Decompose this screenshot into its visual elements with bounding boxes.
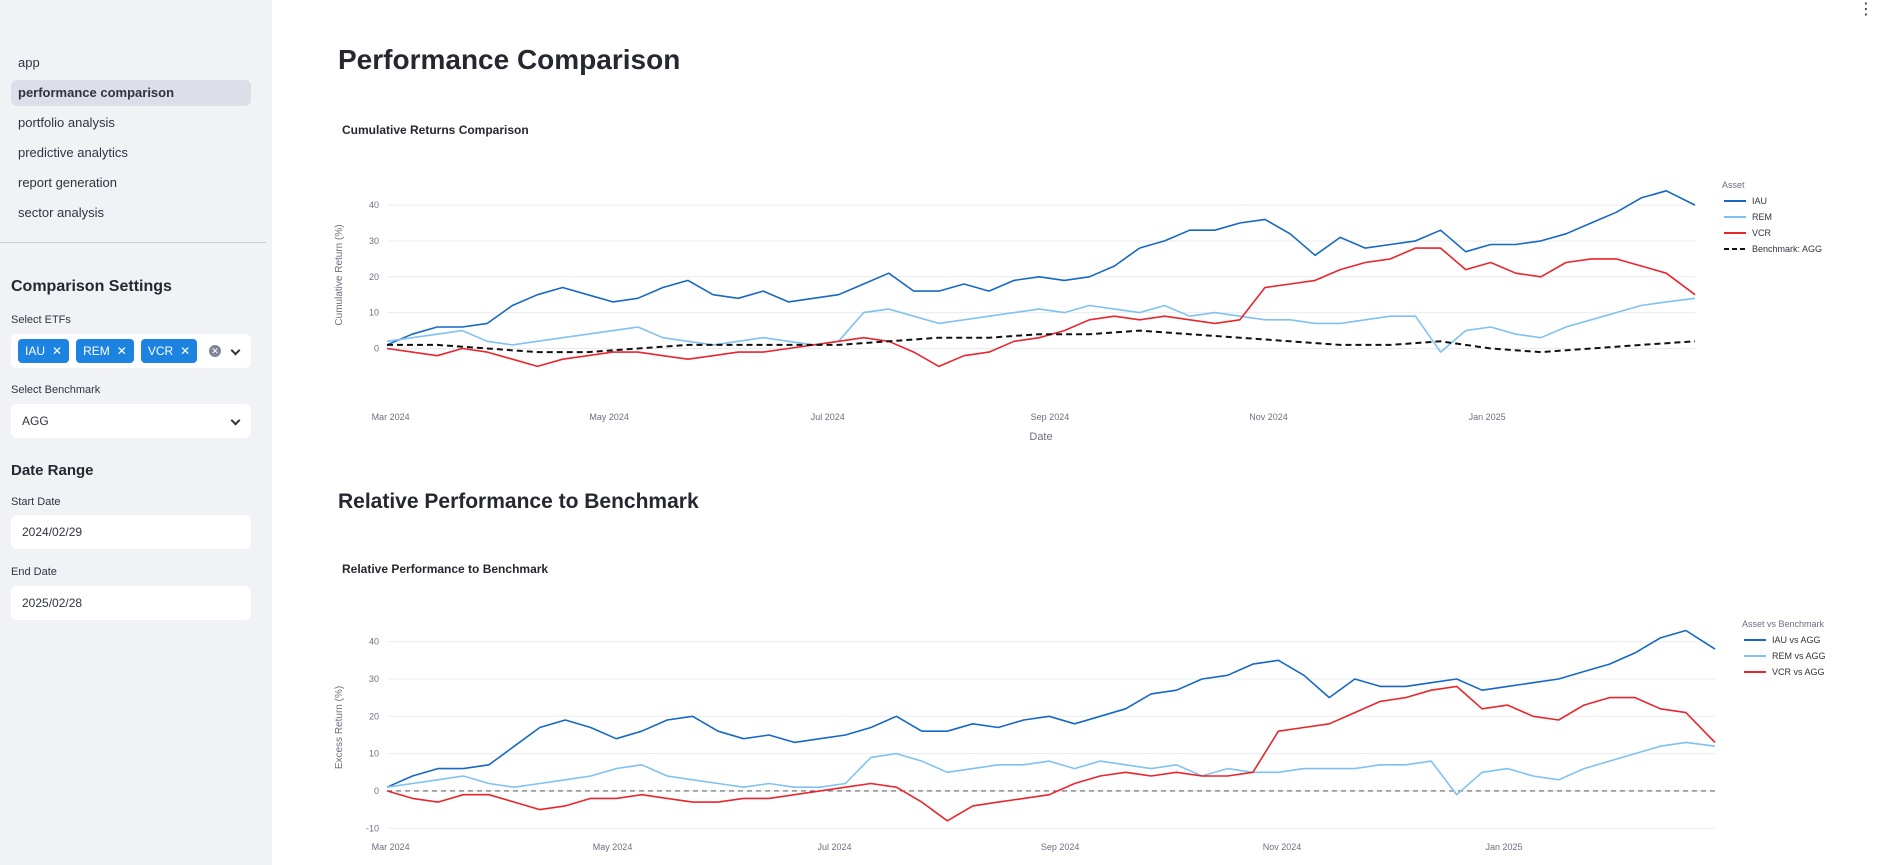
y-tick-label: 0 (374, 786, 379, 796)
y-axis-title: Cumulative Return (%) (334, 224, 345, 325)
benchmark-select-value: AGG (22, 414, 49, 428)
chevron-down-icon[interactable] (230, 415, 241, 426)
start-date-label: Start Date (11, 496, 61, 508)
page-title: Performance Comparison (338, 44, 681, 75)
y-tick-label: 30 (369, 674, 379, 684)
y-tick-label: 0 (374, 343, 379, 353)
y-tick-label: -10 (366, 823, 379, 833)
nav-item-app[interactable]: app (18, 55, 40, 70)
end-date-label: End Date (11, 566, 57, 578)
series-line-iau-vs-agg (386, 629, 1716, 788)
legend-entry: REM (1752, 212, 1772, 222)
start-date-input[interactable]: 2024/02/29 (11, 515, 251, 549)
nav-item-portfolio-analysis[interactable]: portfolio analysis (18, 115, 115, 130)
series-line-vcr (386, 247, 1696, 368)
chart-title-cumulative: Cumulative Returns Comparison (342, 123, 529, 137)
legend-entry: VCR (1752, 228, 1772, 238)
etf-multiselect[interactable]: IAU ✕ REM ✕ VCR ✕ ✕ (11, 334, 251, 368)
x-tick-label: Mar 2024 (372, 842, 410, 852)
clear-all-icon[interactable]: ✕ (209, 345, 221, 357)
y-tick-label: 10 (369, 749, 379, 759)
sidebar-nav: app performance comparison portfolio ana… (11, 50, 251, 230)
legend-entry: IAU vs AGG (1772, 635, 1821, 645)
nav-item-predictive-analytics[interactable]: predictive analytics (18, 145, 128, 160)
etf-chip-label: VCR (147, 344, 174, 358)
cumulative-returns-chart[interactable]: 0 10 20 30 40 Mar 2024 May 2024 Jul 2024 Sep 202… (322, 150, 1882, 480)
sidebar-divider (0, 242, 266, 243)
x-axis-title: Date (1029, 431, 1052, 443)
y-tick-label: 10 (369, 308, 379, 318)
y-axis-title: Excess Return (%) (334, 686, 345, 769)
legend-entry: REM vs AGG (1772, 651, 1826, 661)
x-tick-label: Sep 2024 (1031, 412, 1070, 422)
x-tick-label: May 2024 (589, 412, 629, 422)
series-line-vcr-vs-agg (386, 685, 1716, 822)
x-tick-label: Mar 2024 (372, 412, 410, 422)
legend-entry: IAU (1752, 196, 1767, 206)
x-tick-label: Jul 2024 (818, 842, 852, 852)
x-tick-label: Jan 2025 (1485, 842, 1522, 852)
series-line-iau (386, 189, 1696, 346)
close-icon[interactable]: ✕ (116, 344, 127, 358)
etf-chip-iau[interactable]: IAU ✕ (18, 339, 70, 363)
legend-entry: Benchmark: AGG (1752, 244, 1822, 254)
etf-chip-label: REM (83, 344, 110, 358)
series-line-rem (386, 297, 1696, 353)
etf-chip-vcr[interactable]: VCR ✕ (140, 339, 198, 363)
legend-entry: VCR vs AGG (1772, 667, 1825, 677)
x-tick-label: Sep 2024 (1041, 842, 1080, 852)
sidebar: app performance comparison portfolio ana… (0, 0, 272, 865)
y-tick-label: 20 (369, 711, 379, 721)
y-tick-label: 40 (369, 200, 379, 210)
series-line-benchmark-agg (387, 329, 1696, 354)
x-tick-label: Jul 2024 (811, 412, 845, 422)
section-title-relative: Relative Performance to Benchmark (338, 490, 699, 513)
end-date-value: 2025/02/28 (22, 596, 83, 610)
legend-title: Asset (1722, 180, 1745, 190)
y-tick-label: 30 (369, 236, 379, 246)
benchmark-select[interactable]: AGG (11, 404, 251, 438)
start-date-value: 2024/02/29 (22, 525, 83, 539)
x-tick-label: Nov 2024 (1263, 842, 1302, 852)
nav-item-performance-comparison[interactable]: performance comparison (11, 80, 251, 106)
x-tick-label: May 2024 (593, 842, 633, 852)
chart-title-relative: Relative Performance to Benchmark (342, 562, 549, 576)
end-date-input[interactable]: 2025/02/28 (11, 586, 251, 620)
close-icon[interactable]: ✕ (180, 344, 191, 358)
etf-chip-label: IAU (25, 344, 46, 358)
etf-chip-rem[interactable]: REM ✕ (76, 339, 134, 363)
etf-select-label: Select ETFs (11, 314, 71, 326)
series-line-rem-vs-agg (386, 741, 1716, 796)
x-tick-label: Jan 2025 (1469, 412, 1506, 422)
chevron-down-icon[interactable] (230, 345, 241, 356)
date-range-heading: Date Range (11, 462, 94, 479)
x-tick-label: Nov 2024 (1249, 412, 1288, 422)
y-tick-label: 20 (369, 272, 379, 282)
relative-performance-chart[interactable]: -10 0 10 20 30 40 Mar 2024 May 2024 Jul 2024 Sep … (322, 590, 1882, 865)
y-tick-label: 40 (369, 637, 379, 647)
legend-title: Asset vs Benchmark (1742, 619, 1825, 629)
close-icon[interactable]: ✕ (52, 344, 63, 358)
benchmark-select-label: Select Benchmark (11, 384, 101, 396)
comparison-settings-heading: Comparison Settings (11, 278, 172, 295)
more-vertical-icon[interactable]: ⋮ (1858, 1, 1874, 18)
nav-item-sector-analysis[interactable]: sector analysis (18, 205, 104, 220)
nav-item-report-generation[interactable]: report generation (18, 175, 118, 190)
